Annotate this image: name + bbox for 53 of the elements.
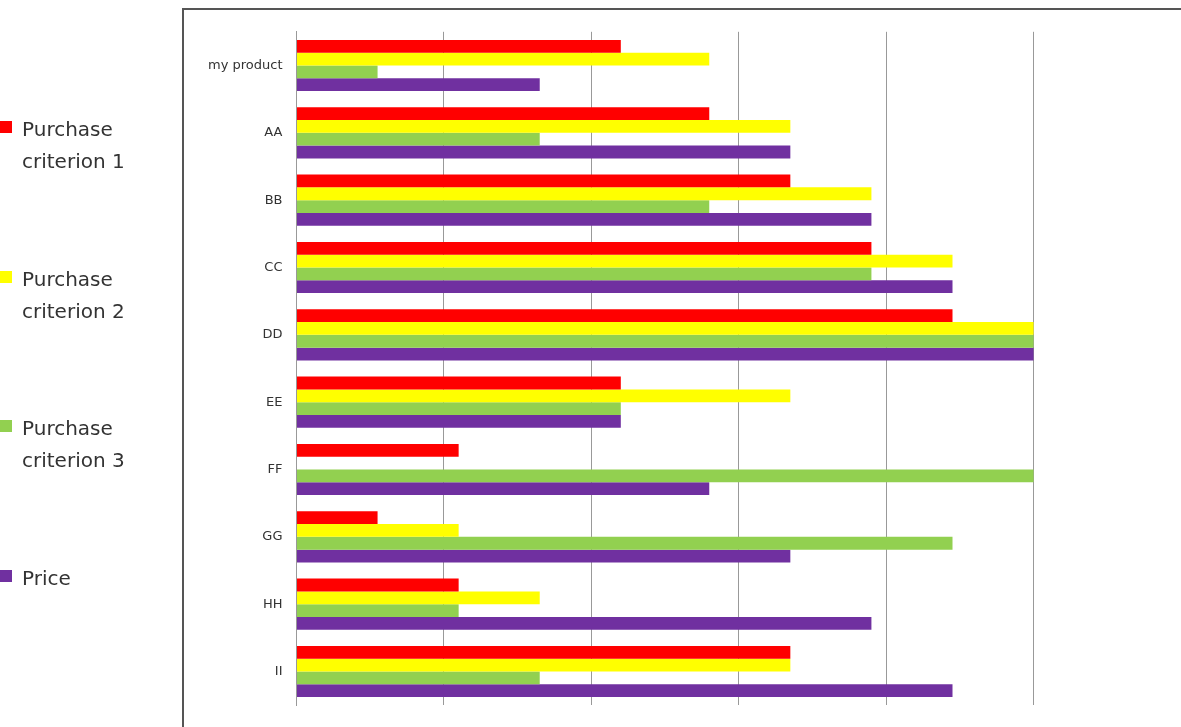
bar xyxy=(296,604,459,617)
bar xyxy=(296,414,621,428)
y-tick-label: II xyxy=(274,662,283,678)
bar xyxy=(296,616,872,630)
y-tick-label: HH xyxy=(262,595,283,611)
bar xyxy=(296,107,710,121)
bar xyxy=(296,132,540,146)
bar xyxy=(296,39,621,53)
bar xyxy=(296,309,953,323)
bar xyxy=(296,78,540,92)
bar xyxy=(296,684,953,698)
bar xyxy=(296,52,710,66)
y-tick-label: my product xyxy=(207,56,283,72)
bar xyxy=(296,402,621,415)
bar xyxy=(296,347,1034,361)
y-tick-label: FF xyxy=(267,460,283,476)
bar xyxy=(296,443,459,457)
legend-label: Purchase criterion 1 xyxy=(22,115,126,175)
bar xyxy=(296,267,872,281)
bar xyxy=(296,469,1034,483)
bar xyxy=(296,671,540,685)
bar xyxy=(296,212,872,226)
y-tick-label: BB xyxy=(264,191,283,207)
bar xyxy=(296,334,1034,348)
legend-label: Purchase criterion 2 xyxy=(22,265,126,325)
bar xyxy=(296,241,872,255)
bar xyxy=(296,322,1034,335)
bar xyxy=(296,482,710,496)
legend-label: Purchase criterion 3 xyxy=(22,415,126,475)
bar xyxy=(296,65,378,79)
bar xyxy=(296,389,791,403)
bar xyxy=(296,578,459,592)
bar xyxy=(296,658,791,672)
bar xyxy=(296,174,791,188)
bar xyxy=(296,254,953,268)
bar xyxy=(296,591,540,605)
legend-label: Price xyxy=(22,565,72,593)
bar xyxy=(296,200,710,213)
bar xyxy=(296,549,791,563)
bar xyxy=(296,536,953,550)
bar xyxy=(296,187,872,201)
bar xyxy=(296,645,791,659)
y-tick-label: CC xyxy=(264,258,283,274)
bar xyxy=(296,376,621,390)
y-tick-label: EE xyxy=(266,393,283,409)
y-tick-label: DD xyxy=(262,326,283,342)
bar xyxy=(296,524,459,537)
y-tick-label: AA xyxy=(264,124,283,140)
bar xyxy=(296,145,791,159)
bar xyxy=(296,280,953,294)
y-tick-label: GG xyxy=(262,528,283,544)
bar xyxy=(296,511,378,525)
bar xyxy=(296,120,791,133)
